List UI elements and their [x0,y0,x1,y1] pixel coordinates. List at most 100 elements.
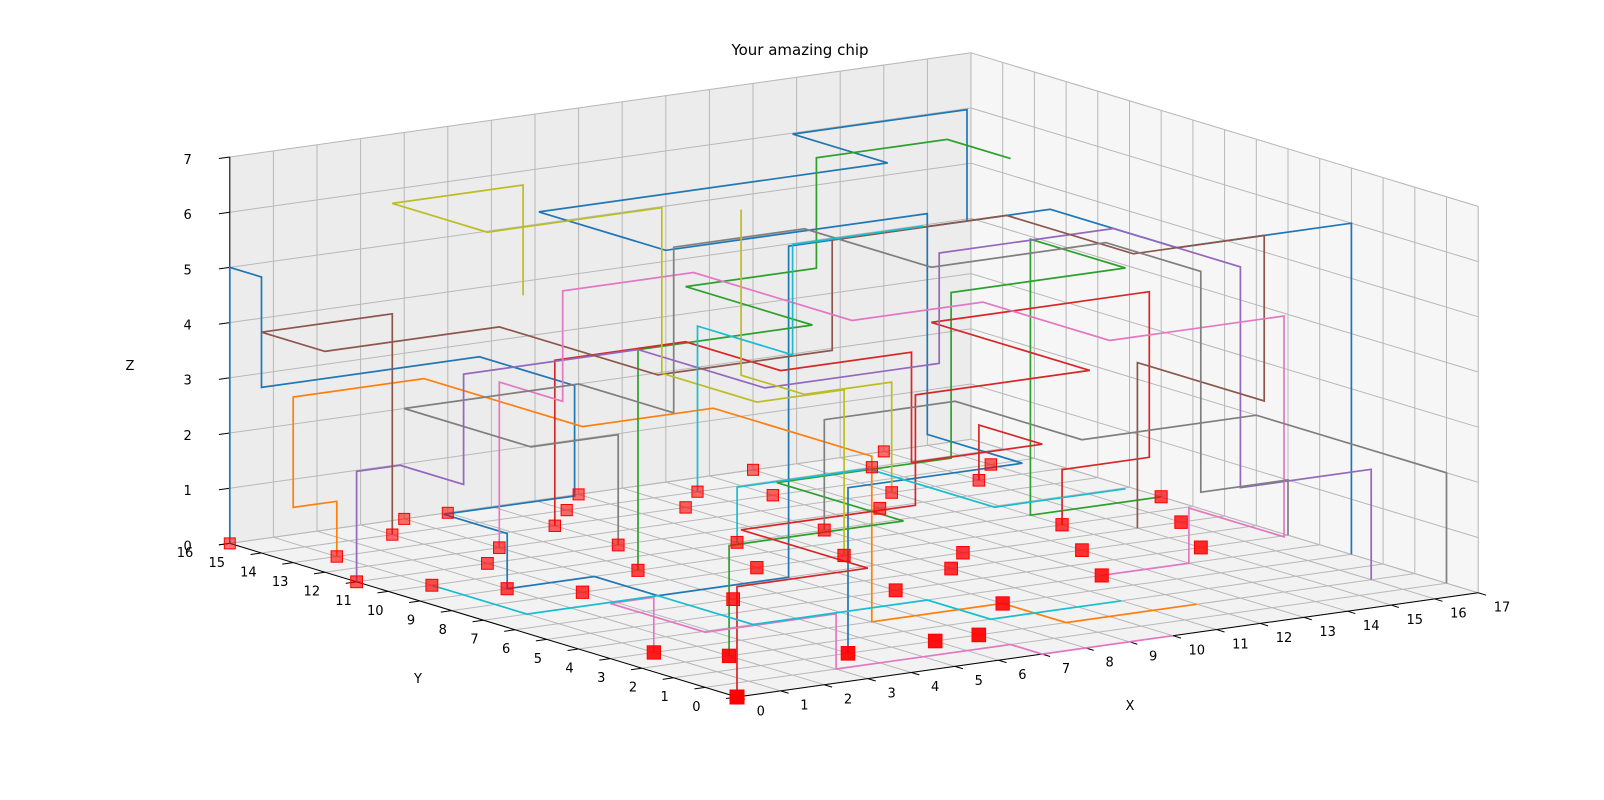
grid-y-floor [673,573,1415,679]
gate-marker [350,575,364,589]
gate-marker [944,561,958,576]
y-tick-mark [567,648,579,652]
y-tick-mark [694,686,706,690]
wire-line [609,596,1174,670]
y-tick-label: 12 [304,585,321,600]
x-tick-label: 16 [1450,607,1467,622]
x-tick-mark [1347,610,1356,615]
y-tick-mark [409,600,421,604]
z-tick-mark [218,322,230,325]
x-tick-label: 13 [1319,625,1336,640]
gate-marker [766,489,779,502]
gate-marker [679,501,692,514]
gate-marker [747,463,759,476]
gate-marker [493,541,506,555]
x-tick-label: 4 [931,680,939,695]
y-tick-label: 9 [407,613,415,628]
grid-z-back [229,383,972,489]
y-tick-label: 15 [208,556,225,571]
y-tick-label: 3 [597,671,605,686]
gate-marker [646,645,662,660]
gate-marker [631,563,645,577]
gate-marker [425,578,439,592]
x-tick-label: 15 [1407,613,1424,628]
grid-z-side [970,52,1479,207]
gate-marker [398,512,411,525]
gate-marker [817,523,831,537]
gate-marker [885,486,899,499]
y-tick-mark [250,552,262,556]
grid-z-side [970,273,1479,428]
gate-marker [888,583,903,598]
gate-marker [575,585,590,599]
wire-line [538,108,1023,654]
z-tick-label: 7 [184,153,192,168]
grid-y-floor [705,582,1447,688]
wire-line [228,208,1353,597]
y-tick-mark [504,629,516,632]
y-tick-label: 4 [565,661,573,676]
y-tick-mark [630,667,642,671]
grid-y-floor [324,467,1067,573]
x-tick-label: 3 [887,686,895,701]
gate-marker [1154,490,1168,504]
gate-marker [726,592,740,606]
grid-z-back [229,162,972,268]
z-tick-mark [218,211,230,215]
gate-marker [837,548,851,563]
grid-y-floor [356,477,1098,583]
x-tick-mark [998,659,1007,664]
x-tick-label: 12 [1276,631,1293,646]
grid-z-side [970,107,1479,263]
wire-line [498,271,1285,577]
wire-line [292,377,1197,624]
x-tick-label: 7 [1062,662,1070,677]
gate-marker [865,461,878,474]
z-tick-mark [218,377,230,380]
gate-marker [560,504,573,517]
z-tick-label: 6 [184,208,192,223]
gate-marker [956,546,970,560]
gate-marker [877,445,890,458]
y-tick-mark [535,638,547,642]
gate-marker [548,519,561,532]
wire-line [403,227,1289,545]
gate-marker [1193,540,1208,555]
x-tick-label: 14 [1363,619,1380,634]
gate-marker [1055,518,1069,532]
z-tick-label: 4 [184,319,192,334]
x-axis-label: X [1126,699,1135,714]
gate-marker [721,648,737,664]
wire-line [261,214,1266,535]
gate-marker [572,488,585,501]
x-tick-mark [824,684,833,688]
tick-labels: 0 1 2 3 4 5 6 7 8 9 10 11 12 13 14 15 16 1701234567891011… [177,153,1511,720]
x-tick-label: 9 [1149,650,1157,665]
grid-z-side [970,217,1479,373]
y-tick-label: 2 [629,681,637,696]
gate-marker [927,633,943,649]
y-tick-mark [377,590,389,594]
gate-marker [386,528,399,541]
gate-marker [441,506,454,519]
x-tick-mark [1478,592,1487,596]
x-tick-mark [780,690,789,694]
z-tick-mark [218,432,230,436]
gate-marker [971,627,987,643]
chart-title: Your amazing chip [730,41,868,59]
wire-line [553,340,1043,526]
grid-z-side [970,162,1479,318]
y-tick-mark [313,571,325,575]
wire-series [228,108,1448,697]
y-tick-label: 14 [240,565,257,580]
grid-z-side [970,383,1479,539]
x-tick-label: 0 [757,705,765,720]
gate-marker [500,582,514,596]
x-tick-mark [1172,635,1182,639]
gate-markers [223,445,1208,705]
y-tick-label: 8 [439,623,447,638]
gate-marker [1094,568,1109,583]
y-tick-label: 7 [470,633,478,648]
wire-line [823,400,1448,584]
